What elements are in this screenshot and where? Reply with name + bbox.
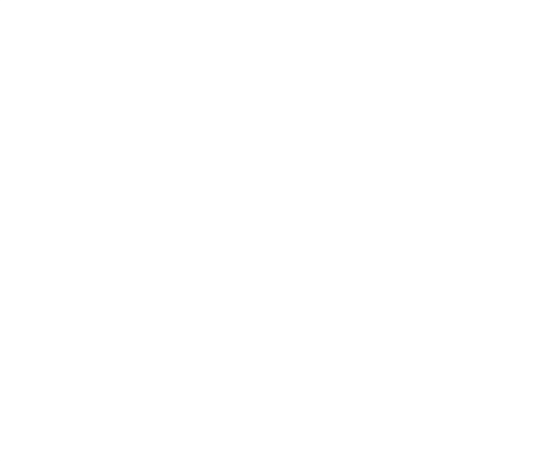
Text: T (°C): T (°C) (29, 232, 54, 241)
Text: Primavera (España): Primavera (España) (167, 251, 255, 260)
Text: T (°C): T (°C) (303, 8, 329, 17)
Text: Verano (España): Verano (España) (455, 251, 530, 260)
Text: Otoño (España): Otoño (España) (185, 26, 255, 35)
Text: T (°C): T (°C) (29, 8, 54, 17)
Text: Invierno (España): Invierno (España) (450, 26, 530, 35)
Text: T (°C): T (°C) (303, 232, 329, 241)
